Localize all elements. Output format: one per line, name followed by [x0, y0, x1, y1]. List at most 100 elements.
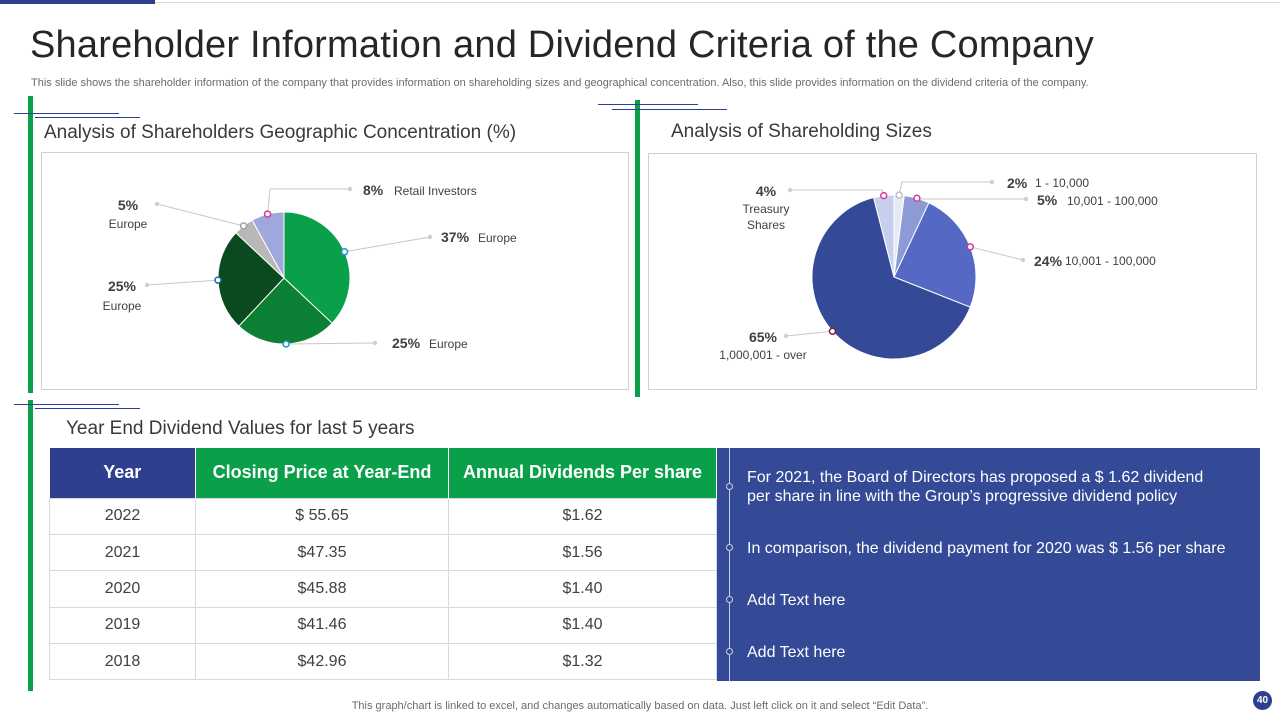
size-category-label: 10,001 - 100,000: [1065, 254, 1156, 268]
table-row: 2020 $45.88 $1.40: [49, 570, 717, 608]
header-year: Year: [49, 448, 196, 498]
cell-year: 2019: [49, 606, 196, 645]
geo-pct-label: 5%: [118, 197, 139, 213]
header-closing-price: Closing Price at Year-End: [195, 448, 449, 498]
left-deco-line-2: [35, 117, 140, 118]
bullet-dot: [726, 483, 733, 490]
size-category-label: Shares: [747, 218, 785, 232]
footer-note: This graph/chart is linked to excel, and…: [351, 700, 929, 712]
size-end-dot: [783, 333, 789, 339]
dividend-section-title: Year End Dividend Values for last 5 year…: [66, 418, 415, 439]
cell-year: 2020: [49, 570, 196, 608]
geo-anchor-dot: [263, 210, 272, 218]
geo-leader-line: [156, 203, 244, 227]
size-category-label: 1,000,001 - over: [719, 348, 806, 362]
size-leader-line: [898, 181, 992, 196]
table-header-row: Year Closing Price at Year-End Annual Di…: [49, 448, 717, 498]
geo-leader-line: [286, 342, 376, 345]
right-accent-bar: [635, 100, 640, 397]
table-row: 2021 $47.35 $1.56: [49, 533, 717, 572]
cell-closing-price: $47.35: [195, 533, 449, 572]
geo-end-dot: [154, 201, 160, 207]
size-anchor-dot: [828, 327, 837, 335]
cell-dividend: $1.62: [448, 497, 717, 535]
size-category-label: 1 - 10,000: [1035, 176, 1089, 190]
page-title: Shareholder Information and Dividend Cri…: [30, 24, 1094, 66]
cell-closing-price: $ 55.65: [195, 497, 449, 535]
size-leader-line: [790, 189, 885, 196]
geo-anchor-dot: [214, 276, 222, 284]
geo-pct-label: 8%: [363, 182, 384, 198]
size-anchor-dot: [913, 194, 921, 203]
geo-end-dot: [144, 282, 150, 288]
info-point-1: For 2021, the Board of Directors has pro…: [747, 469, 1204, 505]
bottom-deco-line-2: [35, 408, 140, 409]
cell-closing-price: $42.96: [195, 643, 449, 681]
cell-dividend: $1.32: [448, 643, 717, 681]
dividend-info-box: [717, 448, 1260, 681]
right-deco-line: [598, 104, 698, 105]
bullet-dot: [726, 544, 733, 551]
bottom-accent-bar: [28, 400, 33, 691]
cell-dividend: $1.40: [448, 606, 717, 645]
size-pct-label: 65%: [749, 329, 778, 345]
bullet-dot: [726, 596, 733, 603]
size-category-label: Treasury: [743, 202, 790, 216]
geo-pie-chart: 37% Europe 25% Europe 25% Europe 5% Europe 8% Ret…: [103, 182, 517, 351]
info-point-4: Add Text here: [747, 644, 846, 661]
table-row: 2019 $41.46 $1.40: [49, 606, 717, 645]
geo-pct-label: 37%: [441, 229, 470, 245]
cell-year: 2021: [49, 533, 196, 572]
sizes-section-title: Analysis of Shareholding Sizes: [671, 121, 932, 142]
geo-pct-label: 25%: [392, 335, 421, 351]
dividend-table: Year Closing Price at Year-End Annual Di…: [49, 448, 717, 681]
geo-anchor-dot: [340, 248, 349, 256]
size-pct-label: 2%: [1007, 175, 1028, 191]
size-pct-label: 4%: [756, 183, 777, 199]
geo-category-label: Europe: [478, 231, 517, 245]
cell-year: 2022: [49, 497, 196, 535]
info-point-3: Add Text here: [747, 592, 846, 609]
size-end-dot: [989, 179, 995, 185]
info-point-2: In comparison, the dividend payment for …: [747, 540, 1226, 557]
geo-category-label: Retail Investors: [394, 184, 477, 198]
size-anchor-dot: [966, 243, 974, 251]
size-anchor-dot: [879, 191, 888, 200]
geo-section-title: Analysis of Shareholders Geographic Conc…: [44, 122, 517, 143]
size-leader-line: [970, 246, 1024, 261]
size-pct-label: 5%: [1037, 192, 1058, 208]
geo-end-dot: [427, 234, 433, 240]
bottom-deco-line: [14, 404, 119, 405]
page-number-badge: 40: [1253, 691, 1272, 710]
size-leader-line: [916, 197, 1026, 200]
cell-closing-price: $45.88: [195, 570, 449, 608]
size-end-dot: [787, 187, 793, 193]
size-category-label: 10,001 - 100,000: [1067, 194, 1158, 208]
page-subtitle: This slide shows the shareholder informa…: [31, 77, 1089, 89]
geo-anchor-dot: [239, 222, 248, 230]
top-rule: [155, 2, 1280, 3]
top-accent-bar: [0, 0, 155, 4]
geo-anchor-dot: [282, 340, 290, 348]
size-pct-label: 24%: [1034, 253, 1063, 269]
geo-end-dot: [372, 340, 378, 346]
size-end-dot: [1020, 257, 1026, 263]
bullet-dot: [726, 648, 733, 655]
cell-dividend: $1.56: [448, 533, 717, 572]
geo-pct-label: 25%: [108, 278, 137, 294]
cell-dividend: $1.40: [448, 570, 717, 608]
table-row: 2018 $42.96 $1.32: [49, 643, 717, 681]
size-leader-line: [785, 330, 833, 337]
geo-leader-line: [146, 279, 219, 286]
geo-end-dot: [347, 186, 353, 192]
right-deco-line-2: [612, 109, 727, 110]
cell-year: 2018: [49, 643, 196, 681]
size-anchor-dot: [895, 191, 903, 199]
header-annual-dividends: Annual Dividends Per share: [448, 448, 717, 498]
table-row: 2022 $ 55.65 $1.62: [49, 497, 717, 535]
geo-leader-line: [267, 188, 350, 215]
cell-closing-price: $41.46: [195, 606, 449, 645]
geo-leader-line: [344, 236, 431, 253]
geo-category-label: Europe: [429, 337, 468, 351]
